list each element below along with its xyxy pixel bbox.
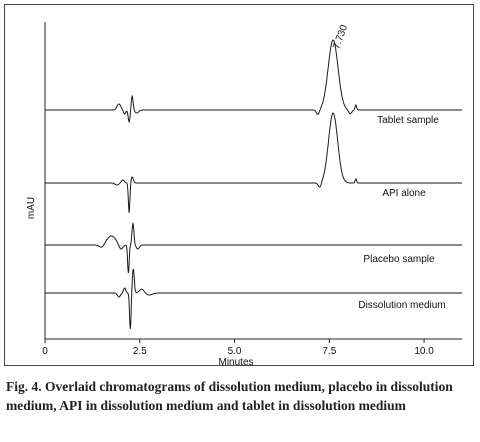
trace-label-tablet: Tablet sample: [377, 115, 439, 126]
chart-frame: [4, 4, 474, 366]
x-tick-label: 10.0: [414, 346, 434, 357]
traces: [45, 39, 462, 329]
x-axis-title: Minutes: [218, 357, 253, 368]
trace-label-placebo: Placebo sample: [363, 254, 435, 265]
x-tick-label: 0: [42, 346, 48, 357]
x-tick-label: 2.5: [133, 346, 147, 357]
figure-caption: Fig. 4. Overlaid chromatograms of dissol…: [6, 379, 453, 413]
trace-line-1: [45, 112, 462, 213]
x-tick-label: 7.5: [322, 346, 336, 357]
trace-label-medium: Dissolution medium: [358, 300, 445, 311]
x-tick-label: 5.0: [228, 346, 242, 357]
y-axis-title: mAU: [26, 197, 37, 219]
trace-line-0: [45, 39, 462, 124]
trace-line-2: [45, 222, 462, 274]
trace-line-3: [45, 268, 462, 329]
peak-label: 7.730: [331, 23, 350, 51]
trace-label-api: API alone: [382, 188, 426, 199]
x-ticks: 0 2.5 5.0 7.5 10.0: [42, 339, 434, 357]
chromatogram-chart: 0 2.5 5.0 7.5 10.0 mAU Minutes Tablet sample…: [26, 22, 462, 368]
